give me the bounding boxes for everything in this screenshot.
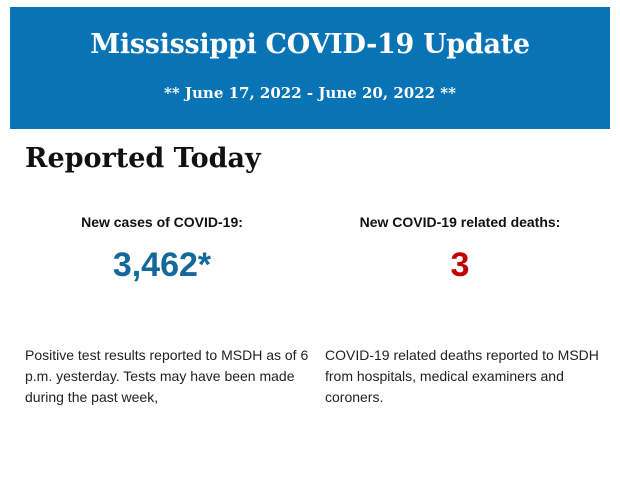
cases-value: 3,462* [112,246,212,284]
cases-label: New cases of COVID-19: [81,214,243,230]
section-title: Reported Today [25,143,261,174]
page-title: Mississippi COVID-19 Update [90,29,530,60]
cases-panel: New cases of COVID-19: 3,462* [22,214,302,285]
cases-description: Positive test results reported to MSDH a… [25,347,309,405]
date-range: ** June 17, 2022 - June 20, 2022 ** [164,84,456,102]
deaths-label: New COVID-19 related deaths: [359,214,561,230]
deaths-panel: New COVID-19 related deaths: 3 [320,214,600,285]
deaths-value: 3 [450,246,470,284]
header-banner: Mississippi COVID-19 Update ** June 17, … [10,7,610,129]
deaths-description: COVID-19 related deaths reported to MSDH… [325,347,599,405]
